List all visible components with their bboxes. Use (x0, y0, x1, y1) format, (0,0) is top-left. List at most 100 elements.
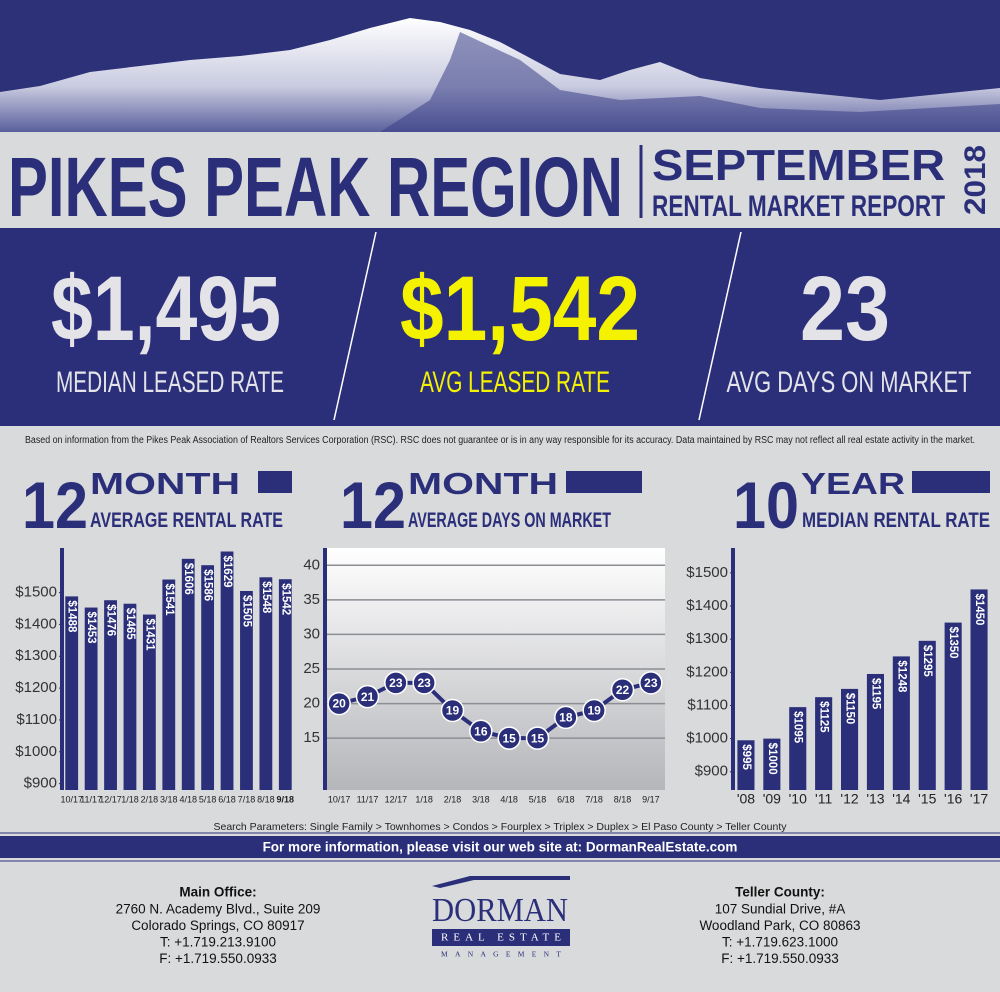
value-label: $1150 (844, 693, 856, 724)
y-tick-label: $900 (695, 763, 728, 780)
bar (737, 740, 755, 790)
website: For more information, please visit our w… (263, 840, 738, 855)
office-line: F: +1.719.550.0933 (721, 951, 838, 966)
chart-period-unit: MONTH (408, 466, 558, 501)
chart-title-bar (912, 471, 990, 493)
x-tick-label: 6/18 (218, 794, 236, 804)
x-tick-label: 9/17 (642, 794, 660, 804)
chart-period-number: 12 (22, 468, 88, 542)
office-line: Woodland Park, CO 80863 (699, 918, 860, 933)
x-tick-label: 4/18 (179, 794, 197, 804)
x-tick-label: 3/18 (472, 794, 490, 804)
x-tick-label: 7/18 (238, 794, 256, 804)
value-label: $1248 (895, 660, 907, 693)
x-tick-label: '10 (789, 791, 807, 807)
value-label: $1548 (260, 581, 272, 614)
stats-band (0, 228, 1000, 426)
x-tick-label: '16 (944, 791, 962, 807)
value-label: $1629 (221, 556, 233, 588)
x-tick-label: 4/18 (500, 794, 518, 804)
value-label: $1295 (921, 645, 933, 678)
value-label: $1450 (973, 593, 985, 625)
value-label: 16 (474, 724, 488, 738)
x-tick-label: 11/17 (357, 794, 379, 804)
point (554, 705, 578, 730)
y-tick-label: $1300 (15, 647, 57, 664)
value-label: $1488 (66, 600, 78, 633)
bar (841, 688, 859, 790)
y-tick-label: $1000 (686, 730, 728, 747)
point (412, 671, 436, 695)
x-tick-label: 5/18 (529, 794, 547, 804)
search-parameters: Search Parameters: Single Family > Townh… (213, 821, 787, 833)
value-label: $1431 (143, 619, 155, 652)
bar (815, 697, 833, 790)
x-tick-label: 10/17 (328, 794, 351, 804)
value-label: $1350 (947, 627, 959, 659)
x-tick-label: '14 (892, 791, 910, 807)
bar (240, 590, 253, 790)
office-title: Main Office: (179, 885, 256, 900)
x-tick-label: 8/18 (257, 794, 275, 804)
value-label: $1586 (202, 569, 214, 601)
report-year: 2018 (959, 145, 992, 215)
stat-label: MEDIAN LEASED RATE (56, 366, 284, 399)
x-tick-label: 6/18 (557, 794, 575, 804)
x-tick-label: '08 (737, 791, 755, 807)
bar (944, 622, 962, 790)
y-tick-label: $1400 (15, 615, 57, 632)
y-tick-label: $1100 (687, 696, 728, 713)
x-tick-label: '13 (866, 791, 884, 807)
value-label: 15 (531, 731, 545, 745)
value-label: 19 (587, 704, 601, 718)
mountain-shadow (380, 32, 1000, 132)
y-tick-label: 30 (303, 625, 320, 642)
office-line: Colorado Springs, CO 80917 (131, 918, 304, 933)
bar (789, 707, 807, 790)
y-tick-label: 20 (303, 695, 320, 712)
y-tick-label: $1000 (15, 743, 57, 760)
bar (65, 596, 79, 790)
value-label: $1541 (163, 584, 175, 617)
y-tick-label: $1500 (15, 584, 57, 601)
x-tick-label: '11 (815, 791, 832, 807)
x-tick-label: 9/18 (277, 794, 295, 804)
x-tick-label: 2/18 (444, 794, 462, 804)
bar (220, 551, 234, 790)
bar (162, 579, 176, 790)
value-label: 23 (644, 676, 658, 690)
point (639, 671, 663, 695)
stats-divider (698, 231, 742, 421)
office-line: T: +1.719.213.9100 (160, 935, 276, 950)
office-line: 2760 N. Academy Blvd., Suite 209 (116, 902, 321, 917)
y-tick-label: 35 (303, 591, 320, 608)
x-tick-label: 3/18 (160, 794, 178, 804)
value-label: 21 (361, 690, 375, 704)
point (610, 677, 635, 702)
logo-sub: MANAGEMENT (441, 950, 561, 959)
logo-roof (432, 876, 570, 888)
chart-period-number: 12 (340, 468, 406, 542)
x-tick-label: 12/17 (385, 794, 408, 804)
value-label: $1095 (792, 711, 804, 744)
value-label: $1465 (124, 608, 136, 641)
stat-label: AVG LEASED RATE (420, 366, 610, 399)
chart-period-unit: MONTH (90, 466, 240, 501)
stat-value: $1,542 (400, 258, 640, 360)
x-tick-label: 2/18 (141, 794, 159, 804)
y-tick-label: 40 (303, 556, 320, 573)
bar (259, 577, 273, 790)
x-tick-label: '15 (918, 791, 936, 807)
x-tick-label: 7/18 (585, 794, 603, 804)
disclaimer: Based on information from the Pikes Peak… (25, 435, 975, 446)
value-label: 19 (446, 704, 460, 718)
chart-title-bar (258, 471, 292, 493)
value-label: $1000 (766, 743, 778, 775)
bar (84, 607, 98, 790)
value-label: 23 (389, 676, 403, 690)
website-bar (0, 836, 1000, 858)
stat-value: $1,495 (51, 258, 281, 360)
value-label: $1125 (818, 701, 830, 733)
value-label: $1606 (182, 563, 194, 595)
